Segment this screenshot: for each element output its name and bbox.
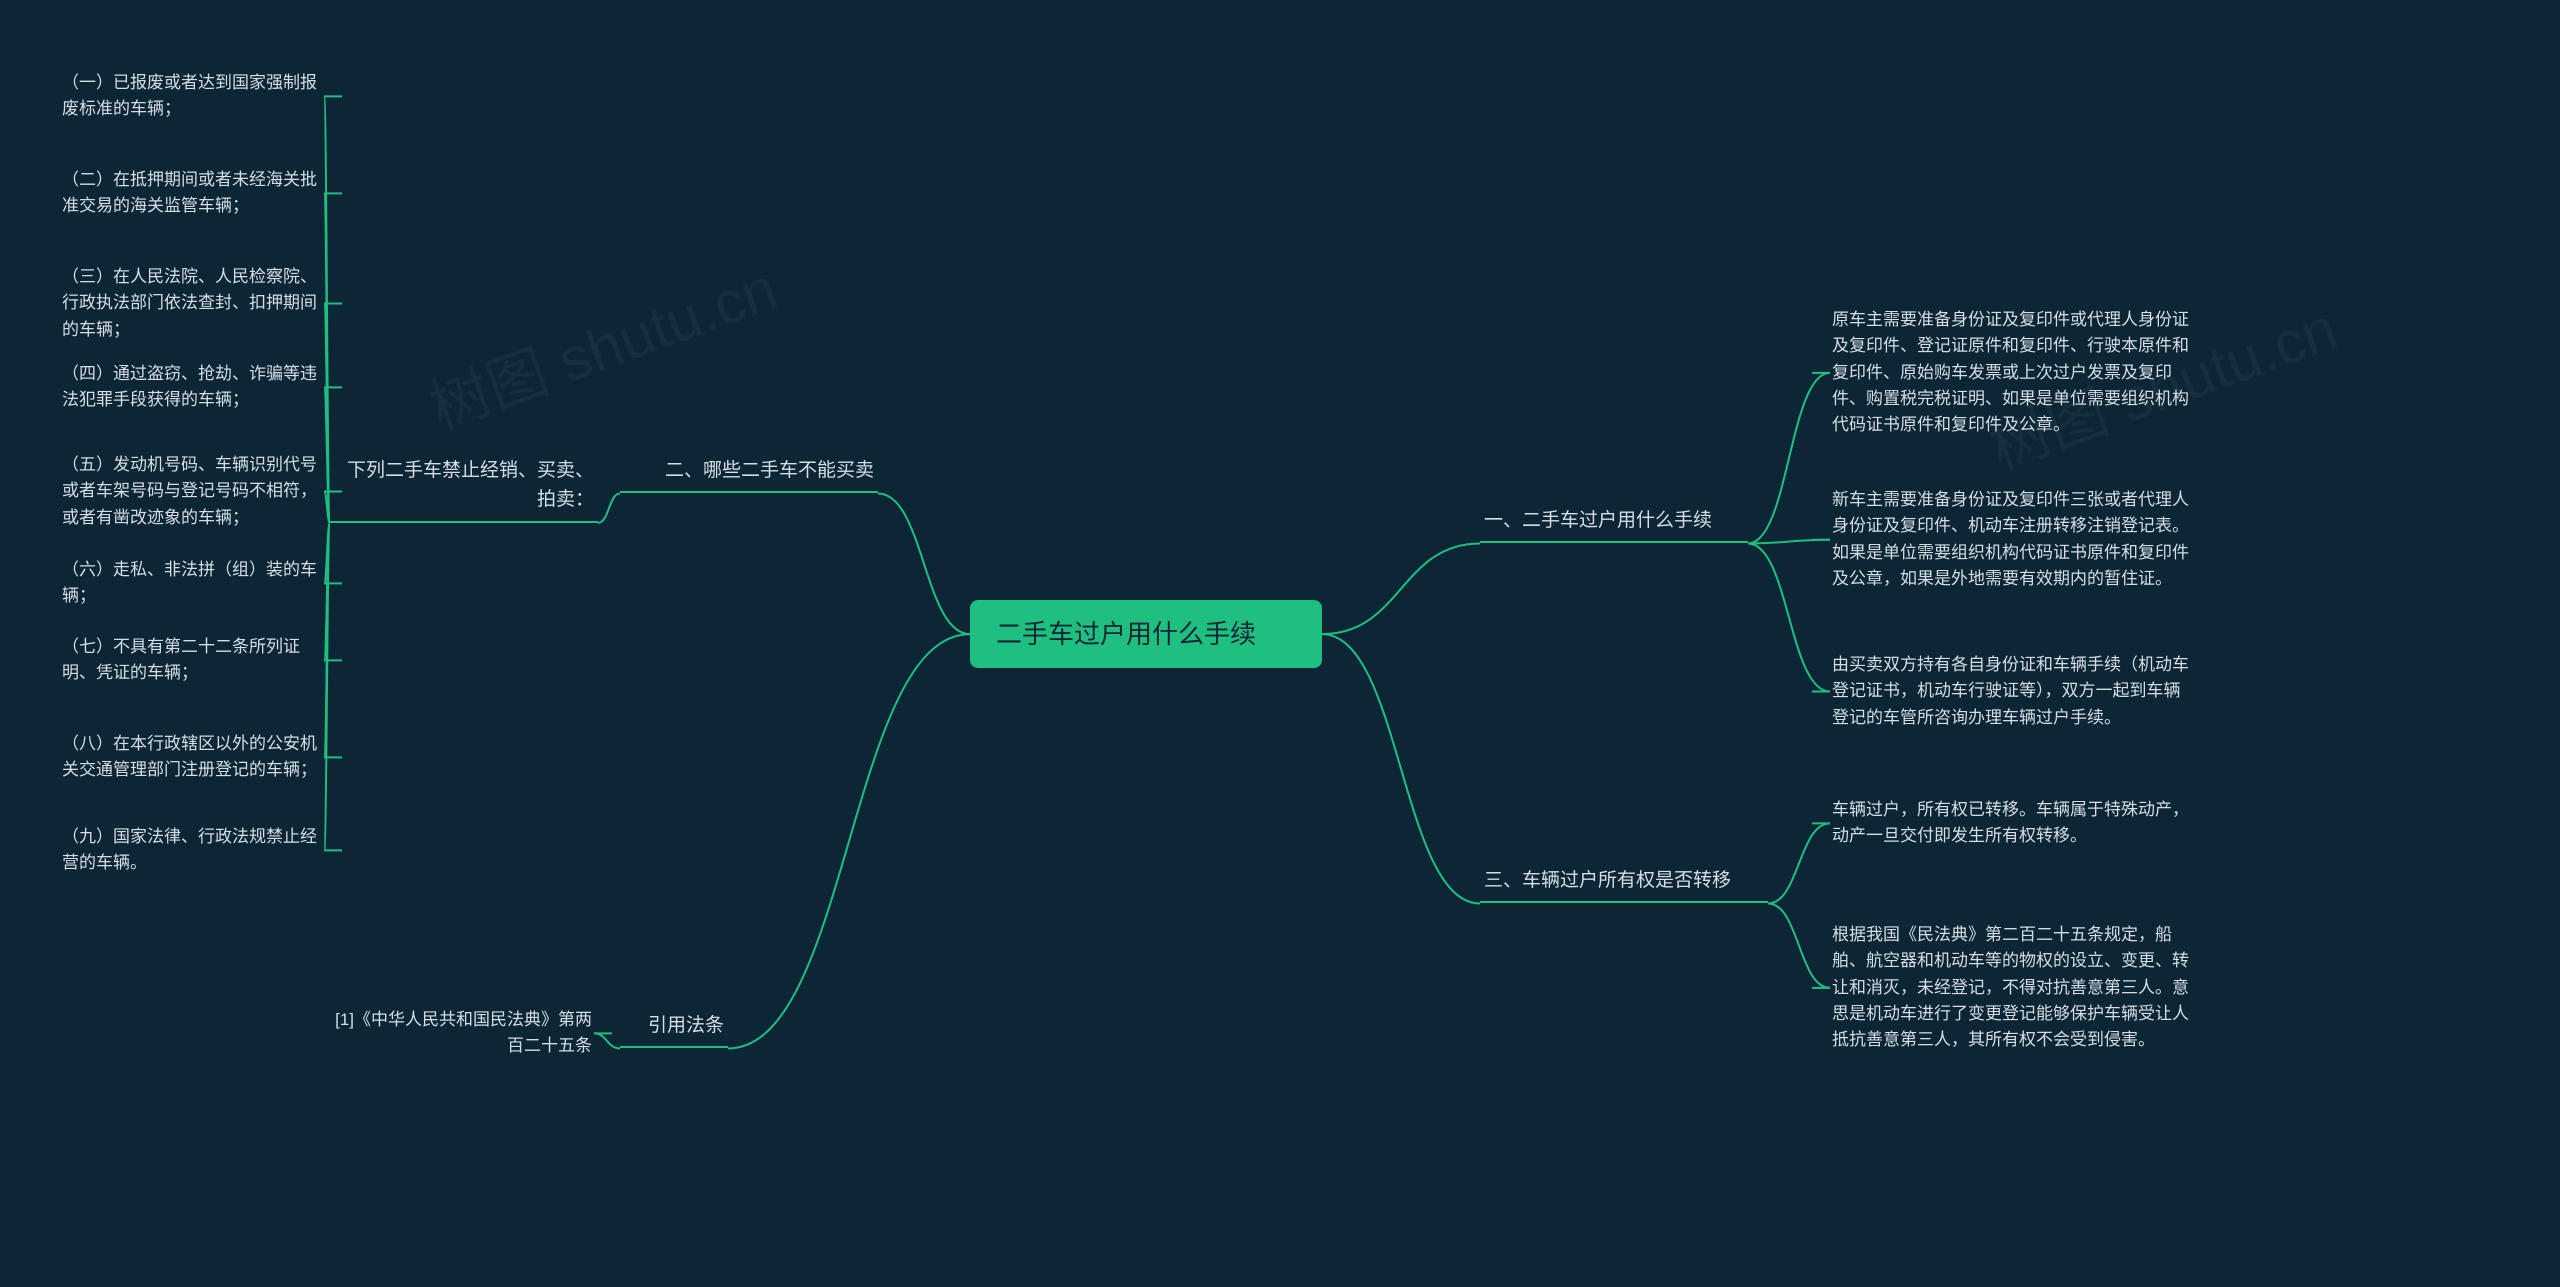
leaf-forbidden-3: （三）在人民法院、人民检察院、行政执法部门依法查封、扣押期间的车辆；: [60, 262, 324, 345]
leaf-citation-1: [1]《中华人民共和国民法典》第两百二十五条: [330, 1005, 594, 1062]
leaf-original-owner-docs: 原车主需要准备身份证及复印件或代理人身份证及复印件、登记证原件和复印件、行驶本原…: [1830, 305, 2194, 441]
root-node: 二手车过户用什么手续: [970, 600, 1322, 668]
branch-citation: 引用法条: [620, 1005, 728, 1048]
leaf-forbidden-2: （二）在抵押期间或者未经海关批准交易的海关监管车辆；: [60, 165, 324, 222]
branch-transfer-procedure: 一、二手车过户用什么手续: [1480, 500, 1748, 543]
sub-branch-forbidden-list: 下列二手车禁止经销、买卖、拍卖：: [330, 450, 598, 523]
branch-forbidden-cars: 二、哪些二手车不能买卖: [620, 450, 878, 493]
leaf-forbidden-7: （七）不具有第二十二条所列证明、凭证的车辆；: [60, 632, 324, 689]
leaf-civil-code: 根据我国《民法典》第二百二十五条规定，船舶、航空器和机动车等的物权的设立、变更、…: [1830, 920, 2194, 1056]
branch-ownership-transfer: 三、车辆过户所有权是否转移: [1480, 860, 1768, 903]
leaf-forbidden-9: （九）国家法律、行政法规禁止经营的车辆。: [60, 822, 324, 879]
leaf-ownership-statement: 车辆过户，所有权已转移。车辆属于特殊动产，动产一旦交付即发生所有权转移。: [1830, 795, 2194, 852]
leaf-forbidden-1: （一）已报废或者达到国家强制报废标准的车辆；: [60, 68, 324, 125]
leaf-new-owner-docs: 新车主需要准备身份证及复印件三张或者代理人身份证及复印件、机动车注册转移注销登记…: [1830, 485, 2194, 594]
leaf-forbidden-8: （八）在本行政辖区以外的公安机关交通管理部门注册登记的车辆；: [60, 729, 324, 786]
leaf-forbidden-6: （六）走私、非法拼（组）装的车辆；: [60, 555, 324, 612]
leaf-forbidden-5: （五）发动机号码、车辆识别代号或者车架号码与登记号码不相符，或者有凿改迹象的车辆…: [60, 450, 324, 533]
leaf-both-parties: 由买卖双方持有各自身份证和车辆手续（机动车登记证书，机动车行驶证等），双方一起到…: [1830, 650, 2194, 733]
leaf-forbidden-4: （四）通过盗窃、抢劫、诈骗等违法犯罪手段获得的车辆；: [60, 359, 324, 416]
